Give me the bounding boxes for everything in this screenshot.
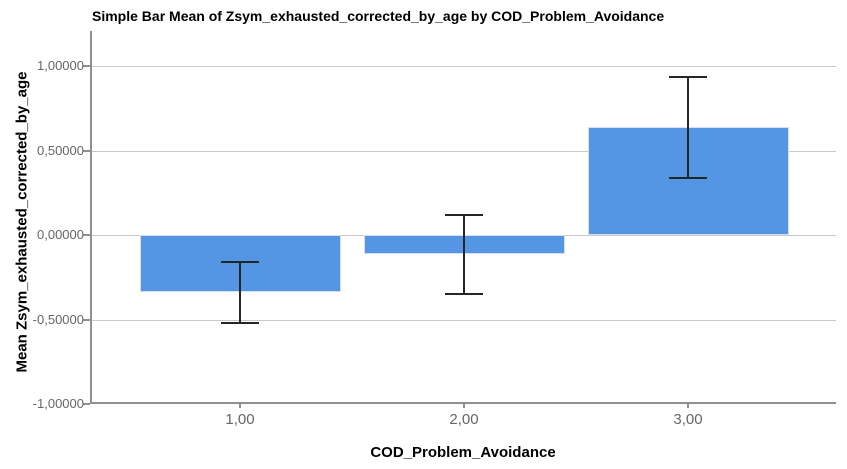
y-axis-title: Mean Zsym_exhausted_corrected_by_age xyxy=(13,71,31,373)
gridline xyxy=(90,66,836,67)
x-axis-tick xyxy=(687,404,689,408)
x-axis-title: COD_Problem_Avoidance xyxy=(370,444,556,461)
x-tick-label: 3,00 xyxy=(673,411,703,428)
x-axis-tick xyxy=(463,404,465,408)
y-axis-tick xyxy=(83,150,90,152)
error-bar-cap-bottom xyxy=(221,322,259,324)
x-axis-tick xyxy=(239,404,241,408)
gridline xyxy=(90,151,836,152)
y-tick-label: -0,50000 xyxy=(32,312,84,327)
y-axis-line xyxy=(90,31,92,404)
y-tick-label: 1,00000 xyxy=(37,58,84,73)
x-axis-line xyxy=(90,402,836,404)
error-bar-cap-top xyxy=(445,214,483,216)
y-axis-tick xyxy=(83,65,90,67)
y-tick-label: 0,50000 xyxy=(37,143,84,158)
y-axis-tick xyxy=(83,403,90,405)
error-bar-cap-bottom xyxy=(669,177,707,179)
x-tick-label: 2,00 xyxy=(449,411,479,428)
error-bar-cap-bottom xyxy=(445,293,483,295)
error-bar-cap-top xyxy=(669,76,707,78)
y-tick-label: -1,00000 xyxy=(32,396,84,411)
y-axis-tick xyxy=(83,234,90,236)
error-bar-line xyxy=(463,215,465,294)
error-bar-cap-top xyxy=(221,261,259,263)
chart-title: Simple Bar Mean of Zsym_exhausted_correc… xyxy=(92,8,665,24)
y-tick-label: 0,00000 xyxy=(37,227,84,242)
x-tick-label: 1,00 xyxy=(225,411,255,428)
gridline xyxy=(90,320,836,321)
error-bar-line xyxy=(239,262,241,323)
error-bar-line xyxy=(687,77,689,178)
plot-area xyxy=(90,31,836,408)
y-axis-tick xyxy=(83,319,90,321)
